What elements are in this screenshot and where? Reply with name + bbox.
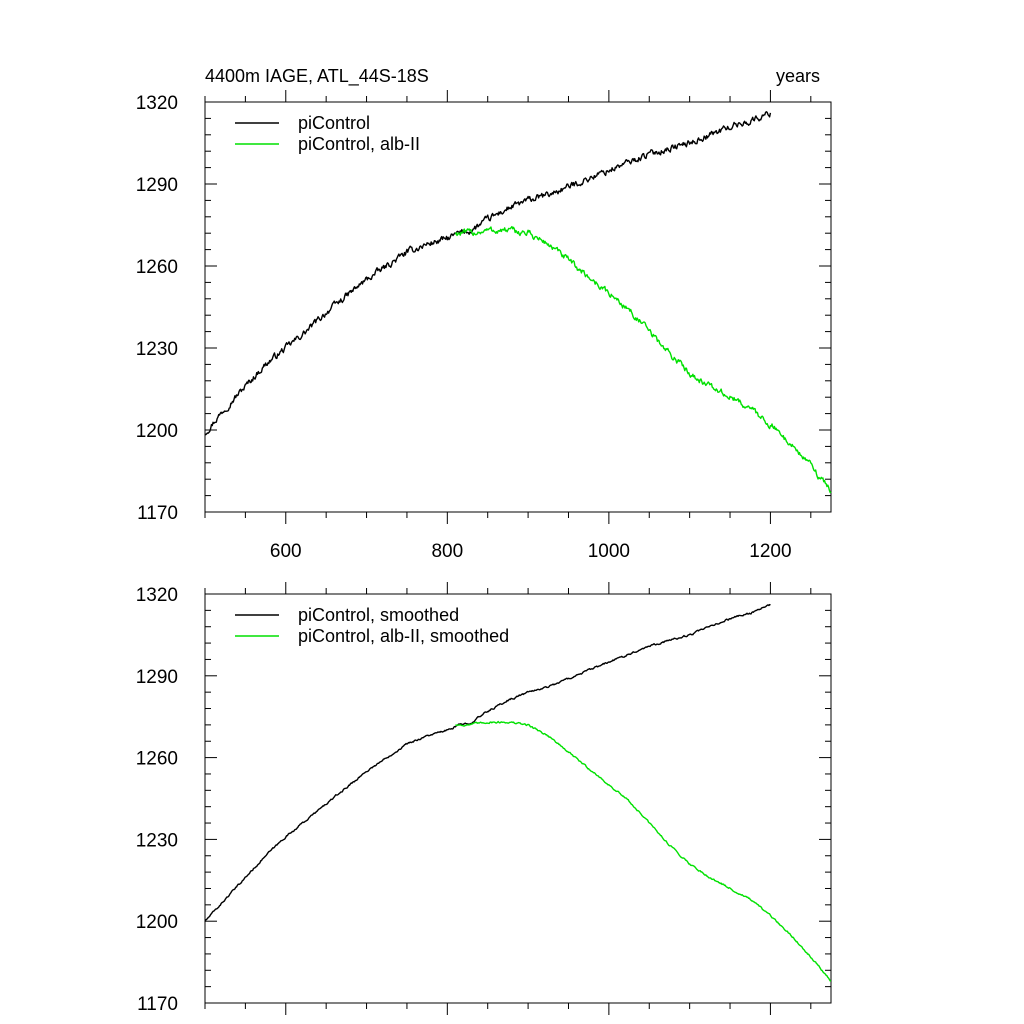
- y-tick-label: 1320: [136, 585, 178, 606]
- bottom-panel: 1170 1200 1230 1260 1290 1320 piControl, smoot…: [136, 582, 832, 1015]
- y-tick-label: 1230: [136, 339, 178, 360]
- legend-label-1: piControl, alb-II: [298, 134, 420, 154]
- x-tick-label: 1200: [749, 541, 791, 562]
- plot-frame: [204, 101, 832, 513]
- y-tick-label: 1200: [136, 421, 178, 442]
- y-tick-label: 1320: [136, 93, 178, 114]
- x-tick-label: 1000: [588, 541, 630, 562]
- series-line-1: [454, 225, 832, 494]
- y-tick-label: 1170: [137, 503, 178, 524]
- chart-title: 4400m IAGE, ATL_44S-18S: [205, 66, 429, 87]
- y-tick-label: 1290: [136, 667, 178, 688]
- x-unit-label: years: [776, 66, 820, 86]
- x-tick-label: 800: [431, 541, 463, 562]
- series-line-0: [204, 603, 771, 922]
- y-tick-label: 1290: [136, 175, 178, 196]
- top-panel: 1170 1200 1230 1260 1290 1320 600 800 1000 1200 pi…: [136, 90, 832, 562]
- y-tick-label: 1230: [136, 830, 178, 851]
- series-line-0: [204, 111, 772, 436]
- y-tick-label: 1260: [136, 257, 178, 278]
- y-tick-label: 1170: [137, 994, 178, 1015]
- legend-label-1: piControl, alb-II, smoothed: [298, 626, 509, 646]
- legend-label-0: piControl, smoothed: [298, 605, 459, 625]
- x-tick-label: 600: [270, 541, 302, 562]
- plot-frame: [204, 593, 832, 1004]
- y-tick-label: 1260: [136, 749, 178, 770]
- legend-label-0: piControl: [298, 113, 370, 133]
- series-line-1: [455, 720, 832, 982]
- y-tick-label: 1200: [136, 912, 178, 933]
